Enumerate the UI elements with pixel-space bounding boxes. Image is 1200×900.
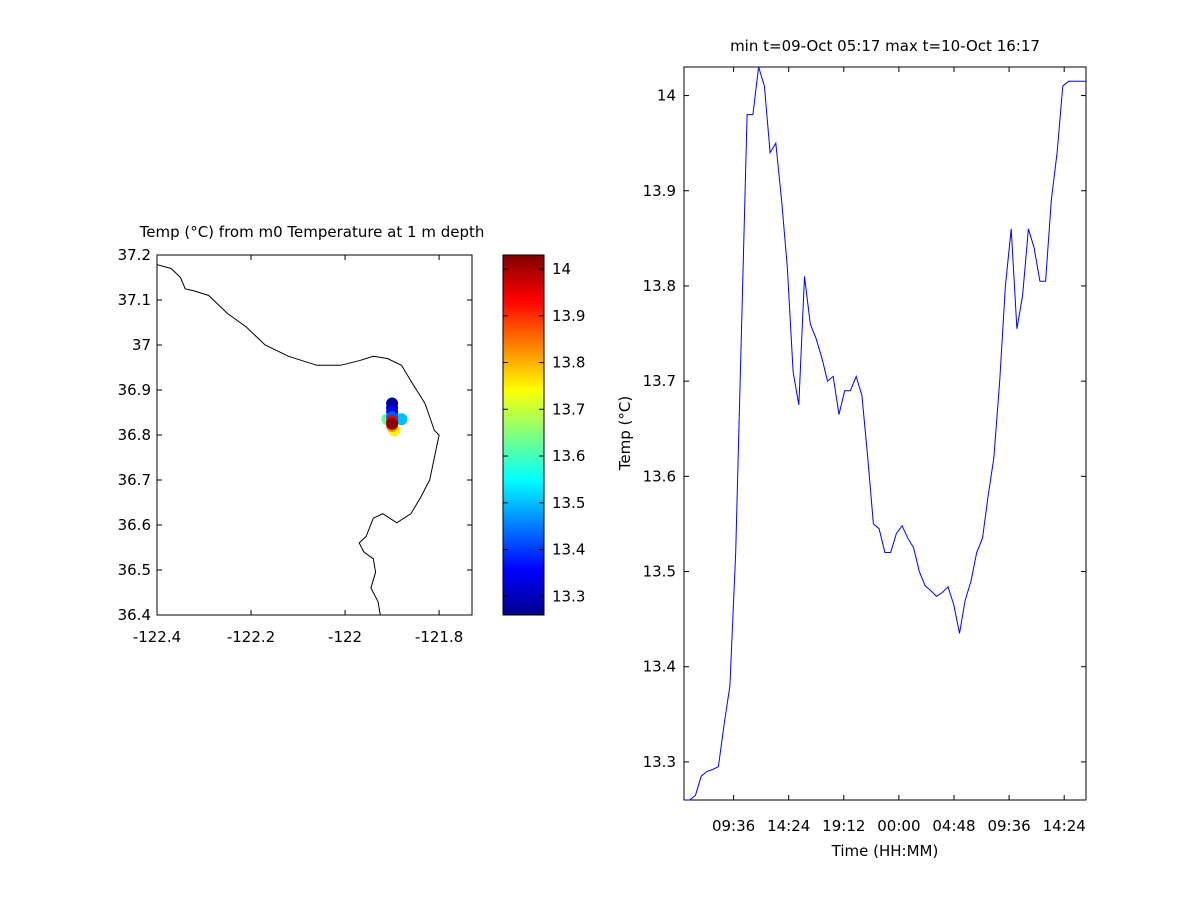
timeseries-x-tick-label: 04:48 [932, 817, 975, 835]
colorbar-tick-label: 13.8 [552, 354, 585, 372]
map-coastline-group [157, 264, 440, 615]
timeseries-y-tick-label: 13.6 [643, 467, 676, 485]
timeseries-y-label: Temp (°C) [616, 396, 634, 471]
timeseries-x-tick-label: 00:00 [877, 817, 920, 835]
map-title: Temp (°C) from m0 Temperature at 1 m dep… [139, 223, 485, 241]
timeseries-x-tick-label: 19:12 [822, 817, 865, 835]
map-y-tick-label: 37 [132, 336, 151, 354]
map-x-tick-label: -122.2 [227, 628, 275, 646]
map-panel: Temp (°C) from m0 Temperature at 1 m dep… [118, 223, 485, 646]
colorbar-tick-label: 13.9 [552, 307, 585, 325]
map-y-tick-label: 36.9 [118, 381, 151, 399]
map-points-group [381, 397, 408, 437]
colorbar-gradient [502, 254, 545, 616]
map-y-tick-label: 36.8 [118, 426, 151, 444]
timeseries-plot-area [683, 66, 1087, 801]
colorbar-tick-label: 13.5 [552, 494, 585, 512]
map-y-tick-label: 37.1 [118, 291, 151, 309]
map-x-tick-label: -121.8 [415, 628, 463, 646]
timeseries-x-tick-label: 14:24 [1043, 817, 1086, 835]
timeseries-y-tick-label: 14 [657, 87, 676, 105]
timeseries-panel: min t=09-Oct 05:17 max t=10-Oct 16:17 09… [616, 37, 1087, 860]
timeseries-y-tick-label: 13.5 [643, 563, 676, 581]
coastline [157, 264, 440, 615]
timeseries-x-label: Time (HH:MM) [831, 842, 939, 860]
temperature-series-line [684, 66, 1086, 801]
map-y-tick-label: 36.6 [118, 516, 151, 534]
map-x-ticks: -122.4 -122.2 -122 -121.8 [133, 255, 463, 646]
timeseries-y-ticks: 13.3 13.4 13.5 13.6 13.7 13.8 13.9 14 [643, 87, 1086, 771]
timeseries-x-ticks: 09:36 14:24 19:12 00:00 04:48 09:36 14:24 [712, 67, 1086, 835]
timeseries-y-tick-label: 13.4 [643, 658, 676, 676]
map-y-ticks: 36.4 36.5 36.6 36.7 36.8 36.9 37 37.1 37.2 [118, 246, 472, 624]
timeseries-title: min t=09-Oct 05:17 max t=10-Oct 16:17 [730, 37, 1040, 55]
timeseries-y-tick-label: 13.9 [643, 182, 676, 200]
map-y-tick-label: 37.2 [118, 246, 151, 264]
map-point [386, 417, 399, 430]
colorbar-tick-label: 13.3 [552, 587, 585, 605]
map-plot-area [156, 254, 473, 616]
map-y-tick-label: 36.5 [118, 561, 151, 579]
colorbar-tick-label: 13.6 [552, 447, 585, 465]
timeseries-x-tick-label: 14:24 [767, 817, 810, 835]
map-y-tick-label: 36.7 [118, 471, 151, 489]
map-y-tick-label: 36.4 [118, 606, 151, 624]
colorbar-tick-label: 14 [552, 260, 571, 278]
map-point [395, 413, 408, 426]
map-x-tick-label: -122.4 [133, 628, 181, 646]
timeseries-x-tick-label: 09:36 [712, 817, 755, 835]
timeseries-y-tick-label: 13.7 [643, 372, 676, 390]
colorbar-tick-label: 13.7 [552, 400, 585, 418]
colorbar-tick-label: 13.4 [552, 541, 585, 559]
colorbar-ticks: 13.3 13.4 13.5 13.6 13.7 13.8 13.9 14 [503, 260, 585, 605]
colorbar: 13.3 13.4 13.5 13.6 13.7 13.8 13.9 14 [502, 254, 585, 616]
timeseries-y-tick-label: 13.3 [643, 753, 676, 771]
timeseries-y-tick-label: 13.8 [643, 277, 676, 295]
timeseries-x-tick-label: 09:36 [987, 817, 1030, 835]
map-x-tick-label: -122 [328, 628, 362, 646]
